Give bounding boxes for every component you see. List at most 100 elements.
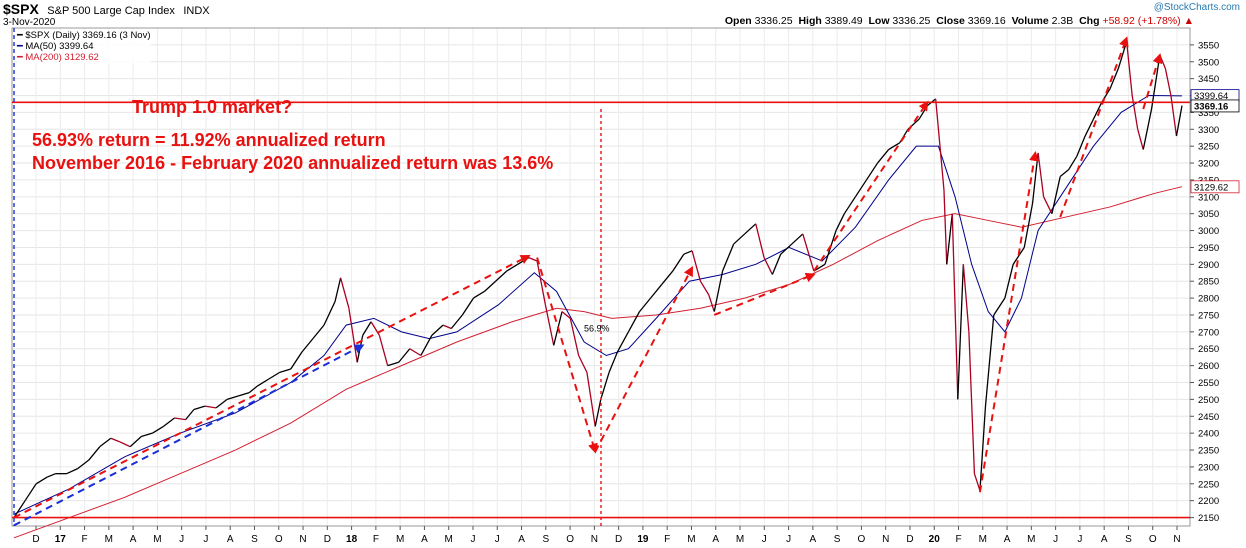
price-segment xyxy=(1004,264,1014,299)
exchange-label: INDX xyxy=(183,5,210,17)
price-segment xyxy=(1076,135,1086,157)
price-segment xyxy=(744,223,757,235)
x-tick-label: D xyxy=(32,534,39,545)
x-tick-label: M xyxy=(687,534,695,545)
x-tick-label: A xyxy=(712,534,719,545)
price-segment xyxy=(561,311,571,319)
price-segment xyxy=(569,318,580,356)
price-segment xyxy=(13,500,26,518)
x-tick-label: M xyxy=(1027,534,1035,545)
ma200-line xyxy=(13,186,1183,539)
x-tick-label: M xyxy=(105,534,113,545)
price-segment xyxy=(88,446,101,461)
high-value: 3389.49 xyxy=(824,15,863,27)
price-segment xyxy=(378,335,389,366)
price-segment xyxy=(362,321,372,336)
y-tick-label: 2400 xyxy=(1198,429,1219,440)
trend-arrow-red xyxy=(594,265,694,453)
trend-arrow-red xyxy=(713,272,816,316)
price-segment xyxy=(1164,68,1172,96)
price-segment xyxy=(1023,203,1034,248)
chg-value: +58.92 (+1.78%) xyxy=(1102,15,1181,27)
trend-arrow-red xyxy=(1059,36,1129,218)
price-segment xyxy=(99,437,112,448)
price-segment xyxy=(888,142,901,151)
y-tick-label: 2200 xyxy=(1198,496,1219,507)
legend-ma50-label: MA(50) 3399.64 xyxy=(25,41,94,52)
chg-label: Chg xyxy=(1079,15,1100,27)
x-tick-label: 18 xyxy=(346,534,358,545)
price-segment xyxy=(1125,41,1133,96)
y-tick-label: 2250 xyxy=(1198,479,1219,490)
index-name: S&P 500 Large Cap Index xyxy=(47,5,175,17)
price-segment xyxy=(973,473,981,491)
open-value: 3336.25 xyxy=(754,15,793,27)
trend-arrow-red xyxy=(813,100,929,272)
chart-legend: ━ $SPX (Daily) 3369.16 (3 Nov) ━ MA(50) … xyxy=(17,30,151,63)
x-tick-label: A xyxy=(1004,534,1011,545)
brand-at: @ xyxy=(1153,2,1164,13)
last-price-label: 3369.16 xyxy=(1194,101,1228,112)
price-segment xyxy=(226,395,239,401)
chart-date: 3-Nov-2020 xyxy=(3,17,56,28)
x-tick-label: J xyxy=(762,534,767,545)
price-segment xyxy=(1059,169,1069,178)
price-segment xyxy=(257,378,269,387)
y-tick-label: 3300 xyxy=(1198,125,1219,136)
x-tick-label: F xyxy=(373,534,379,545)
price-segment xyxy=(473,290,485,299)
price-segment xyxy=(301,338,314,353)
price-segment xyxy=(312,324,325,340)
price-segment xyxy=(339,277,350,309)
chart-header: $SPX S&P 500 Large Cap Index INDX xyxy=(3,1,210,19)
price-segment xyxy=(979,406,987,491)
price-segment xyxy=(1067,155,1078,171)
price-segment xyxy=(721,243,735,272)
return-label: 56.9% xyxy=(584,323,610,333)
price-segment xyxy=(1175,105,1183,137)
price-segment xyxy=(204,405,217,409)
price-segment xyxy=(1012,247,1025,265)
y-tick-label: 3450 xyxy=(1198,74,1219,85)
price-segment xyxy=(984,314,995,407)
ma50-value-label: 3399.64 xyxy=(1194,91,1228,102)
price-segment xyxy=(708,294,715,312)
price-segment xyxy=(46,473,56,478)
stockcharts-brand[interactable]: @StockCharts.com xyxy=(1154,2,1240,13)
ma50-line xyxy=(13,95,1183,515)
price-segment xyxy=(616,331,630,353)
ticker-symbol: $SPX xyxy=(3,1,39,17)
price-segment xyxy=(323,301,336,326)
price-segment xyxy=(141,432,153,438)
x-tick-label: A xyxy=(227,534,234,545)
price-segment xyxy=(672,253,685,272)
price-segment xyxy=(66,468,78,475)
legend-price-label: $SPX (Daily) 3369.16 (3 Nov) xyxy=(25,30,151,41)
x-tick-label: J xyxy=(179,534,184,545)
price-segment xyxy=(279,368,291,374)
trend-overlay: 56.9% xyxy=(12,28,1190,527)
price-segment xyxy=(348,308,358,363)
price-segment xyxy=(484,280,497,292)
x-tick-label: 20 xyxy=(929,534,941,545)
price-segment xyxy=(77,459,90,470)
y-tick-label: 2450 xyxy=(1198,412,1219,423)
price-segment xyxy=(763,257,773,275)
x-tick-label: D xyxy=(615,534,622,545)
annotation-title: Trump 1.0 market? xyxy=(132,97,293,117)
x-tick-label: D xyxy=(324,534,331,545)
x-tick-label: F xyxy=(81,534,87,545)
price-segment xyxy=(755,223,765,258)
x-tick-label: D xyxy=(906,534,913,545)
price-segment xyxy=(1031,152,1039,204)
x-tick-label: A xyxy=(1101,534,1108,545)
price-segment xyxy=(780,243,793,255)
price-segment xyxy=(835,213,845,231)
x-tick-label: N xyxy=(299,534,306,545)
price-segment xyxy=(600,372,610,400)
x-tick-label: M xyxy=(979,534,987,545)
price-segment xyxy=(854,179,868,198)
x-tick-label: S xyxy=(1125,534,1132,545)
price-segment xyxy=(935,98,945,191)
